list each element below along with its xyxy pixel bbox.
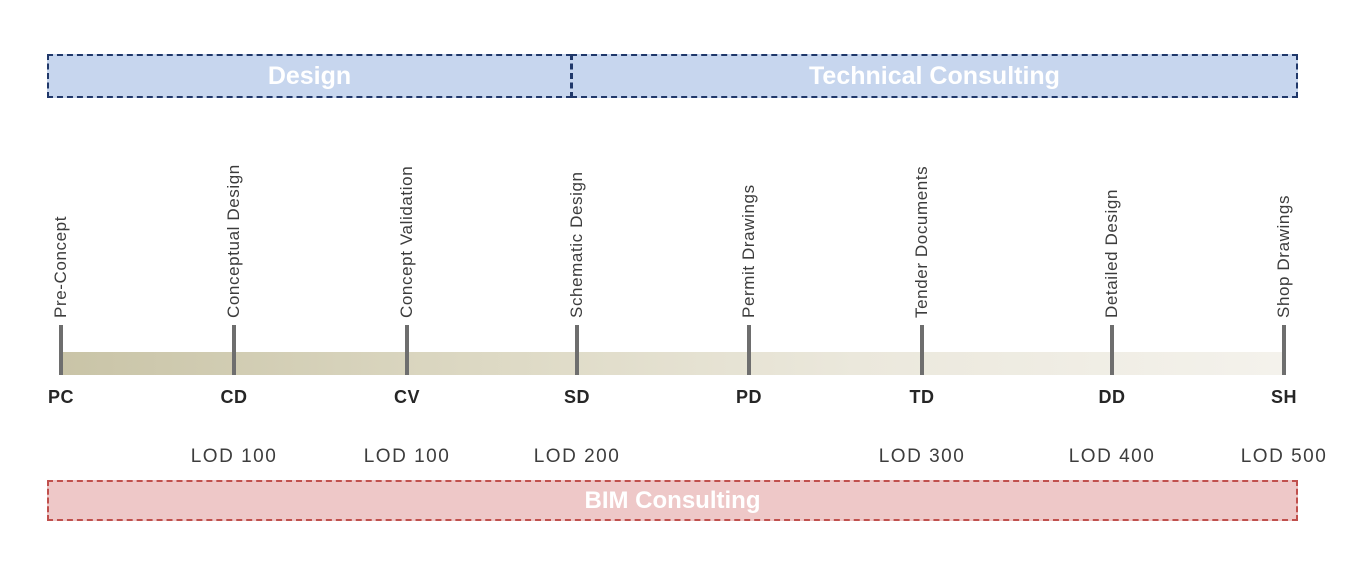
banner-design-label: Design (267, 61, 352, 90)
phase-label: Conceptual Design (224, 164, 243, 318)
phase-abbr: TD (909, 387, 935, 407)
lod-label: LOD 100 (190, 446, 278, 467)
phase-abbr: CV (393, 387, 421, 407)
phase-abbr: PC (47, 387, 75, 407)
phase-label: Schematic Design (567, 171, 586, 318)
milestone-tick (747, 325, 751, 375)
lod-label: LOD 400 (1068, 446, 1156, 467)
milestone-tick (920, 325, 924, 375)
milestone-tick (405, 325, 409, 375)
phase-abbr: SH (1270, 387, 1298, 407)
lod-label: LOD 500 (1240, 446, 1328, 467)
timeline-bar (61, 352, 1285, 375)
phase-label: Shop Drawings (1274, 194, 1293, 318)
phase-abbr: PD (735, 387, 763, 407)
phase-label: Detailed Design (1102, 188, 1121, 318)
lod-label: LOD 100 (363, 446, 451, 467)
milestone-tick (1110, 325, 1114, 375)
phase-label: Pre-Concept (51, 215, 70, 318)
phase-label: Permit Drawings (739, 184, 758, 318)
phase-label: Tender Documents (912, 165, 931, 318)
phase-abbr: DD (1098, 387, 1126, 407)
milestone-tick (232, 325, 236, 375)
phase-abbr: CD (220, 387, 248, 407)
milestone-tick (575, 325, 579, 375)
milestone-tick (59, 325, 63, 375)
banner-technical-label: Technical Consulting (809, 61, 1060, 90)
milestone-tick (1282, 325, 1286, 375)
banner-bim-label: BIM Consulting (584, 486, 761, 514)
banner-design-phase: Design (47, 54, 572, 98)
lod-label: LOD 300 (878, 446, 966, 467)
phase-abbr: SD (563, 387, 591, 407)
banner-bim-consulting: BIM Consulting (47, 480, 1298, 521)
banner-technical-consulting: Technical Consulting (571, 54, 1298, 98)
lod-label: LOD 200 (533, 446, 621, 467)
phase-label: Concept Validation (397, 165, 416, 318)
